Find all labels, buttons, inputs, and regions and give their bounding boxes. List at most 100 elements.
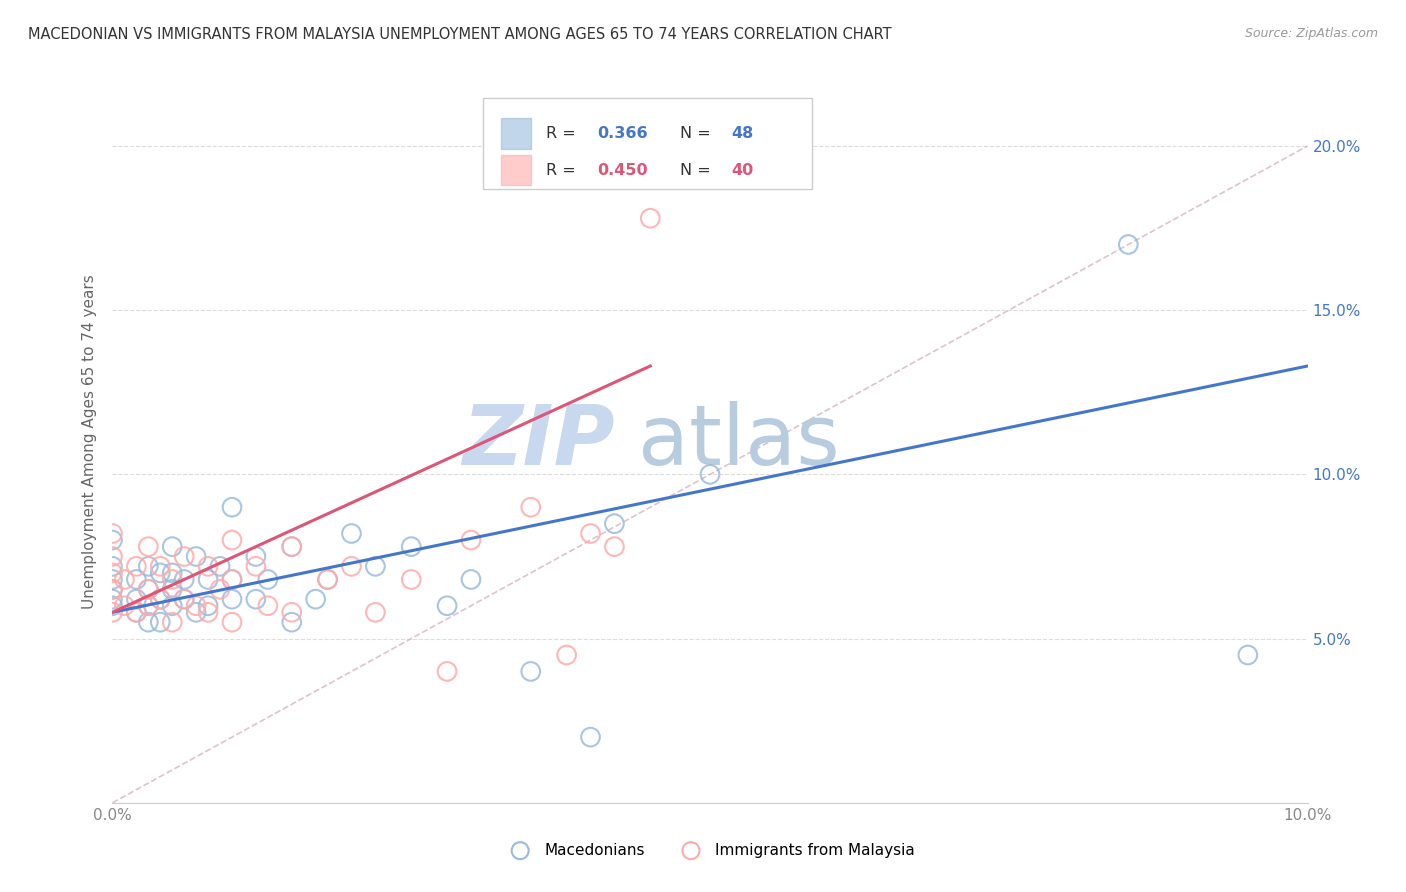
Point <box>186 605 208 619</box>
Point <box>316 573 339 587</box>
Point <box>101 592 124 607</box>
Point <box>138 540 160 554</box>
Point <box>149 566 172 580</box>
Point <box>245 559 267 574</box>
Point <box>186 549 208 564</box>
Point <box>221 573 243 587</box>
Point <box>162 566 183 580</box>
Bar <box>501 155 531 186</box>
Point <box>101 559 124 574</box>
Point <box>281 605 304 619</box>
Text: MACEDONIAN VS IMMIGRANTS FROM MALAYSIA UNEMPLOYMENT AMONG AGES 65 TO 74 YEARS CO: MACEDONIAN VS IMMIGRANTS FROM MALAYSIA U… <box>28 27 891 42</box>
Point <box>114 573 135 587</box>
Text: atlas: atlas <box>638 401 839 482</box>
Point <box>149 592 172 607</box>
Text: N =: N = <box>681 126 716 141</box>
Point <box>401 540 423 554</box>
Point <box>138 582 160 597</box>
Y-axis label: Unemployment Among Ages 65 to 74 years: Unemployment Among Ages 65 to 74 years <box>82 274 97 609</box>
Point <box>245 549 267 564</box>
Point <box>364 605 387 619</box>
Point <box>209 582 232 597</box>
Text: N =: N = <box>681 162 716 178</box>
Point <box>125 605 148 619</box>
Point <box>197 605 219 619</box>
Point <box>520 665 543 679</box>
Point <box>101 582 124 597</box>
Point <box>436 665 458 679</box>
Point <box>101 566 124 580</box>
Point <box>579 526 602 541</box>
Point <box>162 582 183 597</box>
Point <box>149 559 172 574</box>
Point <box>401 573 423 587</box>
Point <box>173 592 195 607</box>
Text: R =: R = <box>547 162 581 178</box>
Point <box>305 592 328 607</box>
Text: 0.450: 0.450 <box>598 162 648 178</box>
Point <box>221 615 243 630</box>
Point <box>125 573 148 587</box>
Text: Source: ZipAtlas.com: Source: ZipAtlas.com <box>1244 27 1378 40</box>
Point <box>460 533 482 547</box>
Point <box>245 592 267 607</box>
Point <box>138 559 160 574</box>
Point <box>162 615 183 630</box>
Point <box>101 526 124 541</box>
Point <box>221 592 243 607</box>
Point <box>555 648 578 662</box>
Point <box>603 516 626 531</box>
Point <box>101 582 124 597</box>
Text: R =: R = <box>547 126 581 141</box>
Point <box>603 540 626 554</box>
Point <box>173 592 195 607</box>
Point <box>1118 237 1140 252</box>
Point <box>364 559 387 574</box>
Point <box>699 467 721 482</box>
Point <box>281 540 304 554</box>
Point <box>162 599 183 613</box>
Point <box>316 573 339 587</box>
Point <box>125 559 148 574</box>
Point <box>221 500 243 515</box>
Point <box>186 599 208 613</box>
Point <box>114 599 135 613</box>
Text: ZIP: ZIP <box>461 401 614 482</box>
Point <box>579 730 602 744</box>
Point <box>101 533 124 547</box>
Point <box>149 592 172 607</box>
Point <box>101 599 124 613</box>
Point <box>162 540 183 554</box>
Point <box>257 573 280 587</box>
Point <box>281 540 304 554</box>
Point <box>173 573 195 587</box>
Point <box>125 605 148 619</box>
Bar <box>501 119 531 149</box>
Point <box>173 549 195 564</box>
Point <box>221 533 243 547</box>
Point <box>640 211 662 226</box>
Point <box>138 582 160 597</box>
Point <box>101 605 124 619</box>
Point <box>101 549 124 564</box>
Point <box>125 592 148 607</box>
Point <box>197 599 219 613</box>
Point <box>436 599 458 613</box>
Point <box>149 615 172 630</box>
Point <box>138 599 160 613</box>
Point <box>257 599 280 613</box>
Point <box>520 500 543 515</box>
FancyBboxPatch shape <box>484 98 811 189</box>
Legend: Macedonians, Immigrants from Malaysia: Macedonians, Immigrants from Malaysia <box>499 837 921 863</box>
Text: 40: 40 <box>731 162 754 178</box>
Point <box>281 615 304 630</box>
Point <box>209 559 232 574</box>
Point <box>138 615 160 630</box>
Point <box>1237 648 1260 662</box>
Point <box>221 573 243 587</box>
Point <box>138 599 160 613</box>
Text: 48: 48 <box>731 126 754 141</box>
Text: 0.366: 0.366 <box>598 126 648 141</box>
Point <box>197 573 219 587</box>
Point <box>340 559 363 574</box>
